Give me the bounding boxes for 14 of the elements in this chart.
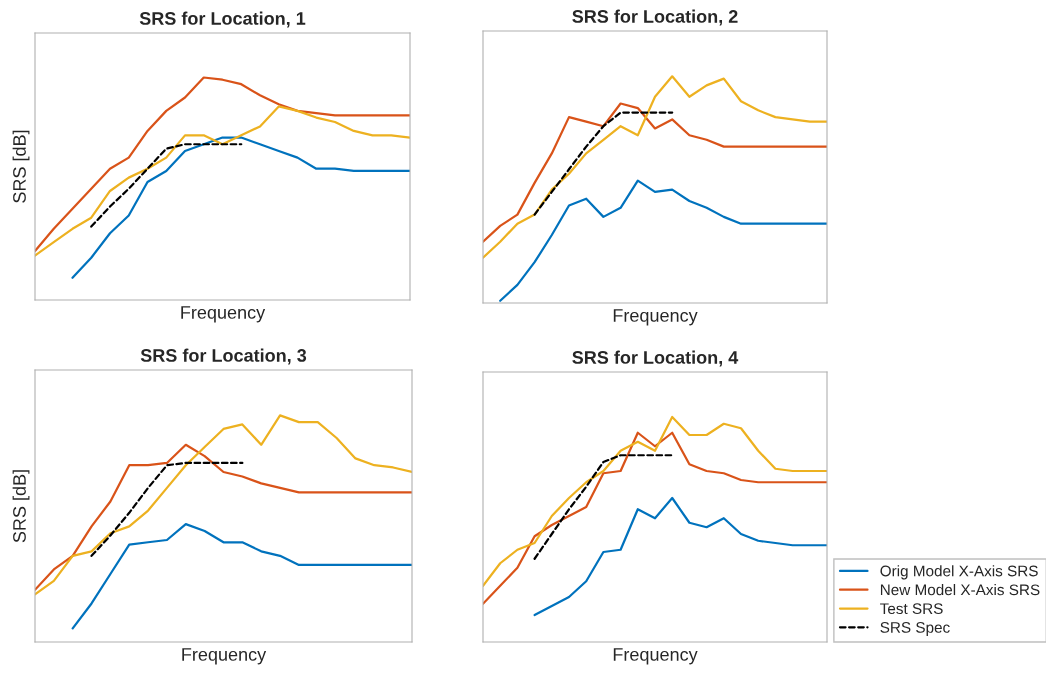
legend-label: New Model X-Axis SRS [880,584,1040,596]
x-axis-title: Frequency [182,648,267,665]
legend-label: Test SRS [880,603,943,615]
x-axis-title: Frequency [613,309,698,326]
y-axis-title: SRS [dB] [12,130,30,203]
legend-label: SRS Spec [880,622,950,636]
chart-title: SRS for Location, 3 [140,348,307,365]
chart-title: SRS for Location, 4 [572,350,739,367]
x-axis-title: Frequency [181,306,266,323]
x-axis-title: Frequency [613,648,698,665]
chart-title: SRS for Location, 1 [139,11,306,28]
y-axis-title: SRS [dB] [12,470,30,543]
chart-title: SRS for Location, 2 [572,9,738,26]
legend-label: Orig Model X-Axis SRS [880,565,1038,580]
